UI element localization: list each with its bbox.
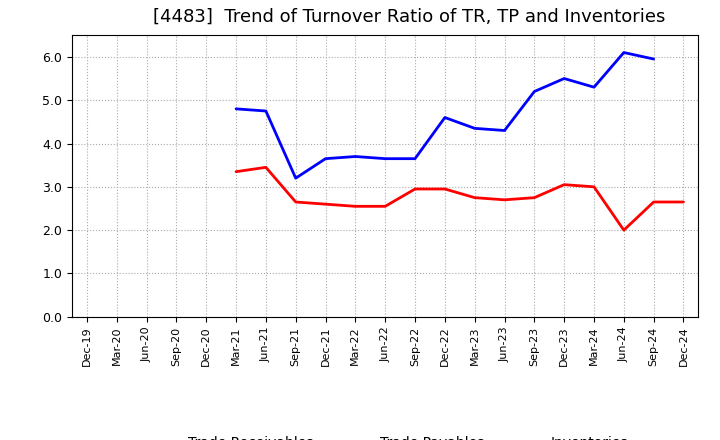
- Trade Receivables: [261, 165, 270, 170]
- Trade Receivables: [410, 187, 419, 192]
- Trade Receivables: [679, 199, 688, 205]
- Trade Receivables: [292, 199, 300, 205]
- Line: Trade Payables: Trade Payables: [236, 52, 654, 178]
- Trade Payables: [232, 106, 240, 111]
- Trade Receivables: [500, 197, 509, 202]
- Trade Payables: [649, 56, 658, 62]
- Trade Payables: [292, 176, 300, 181]
- Trade Payables: [351, 154, 360, 159]
- Trade Payables: [321, 156, 330, 161]
- Trade Receivables: [649, 199, 658, 205]
- Trade Payables: [560, 76, 569, 81]
- Line: Trade Receivables: Trade Receivables: [236, 167, 683, 230]
- Trade Payables: [470, 126, 479, 131]
- Legend: Trade Receivables, Trade Payables, Inventories: Trade Receivables, Trade Payables, Inven…: [137, 431, 634, 440]
- Trade Receivables: [441, 187, 449, 192]
- Trade Receivables: [351, 204, 360, 209]
- Trade Payables: [410, 156, 419, 161]
- Trade Receivables: [530, 195, 539, 200]
- Trade Receivables: [560, 182, 569, 187]
- Trade Receivables: [232, 169, 240, 174]
- Trade Payables: [441, 115, 449, 120]
- Trade Receivables: [381, 204, 390, 209]
- Trade Payables: [619, 50, 628, 55]
- Trade Receivables: [321, 202, 330, 207]
- Trade Receivables: [590, 184, 598, 190]
- Trade Payables: [590, 84, 598, 90]
- Trade Receivables: [619, 227, 628, 233]
- Trade Payables: [381, 156, 390, 161]
- Trade Payables: [261, 108, 270, 114]
- Text: [4483]  Trend of Turnover Ratio of TR, TP and Inventories: [4483] Trend of Turnover Ratio of TR, TP…: [153, 7, 666, 26]
- Trade Payables: [530, 89, 539, 94]
- Trade Receivables: [470, 195, 479, 200]
- Trade Payables: [500, 128, 509, 133]
